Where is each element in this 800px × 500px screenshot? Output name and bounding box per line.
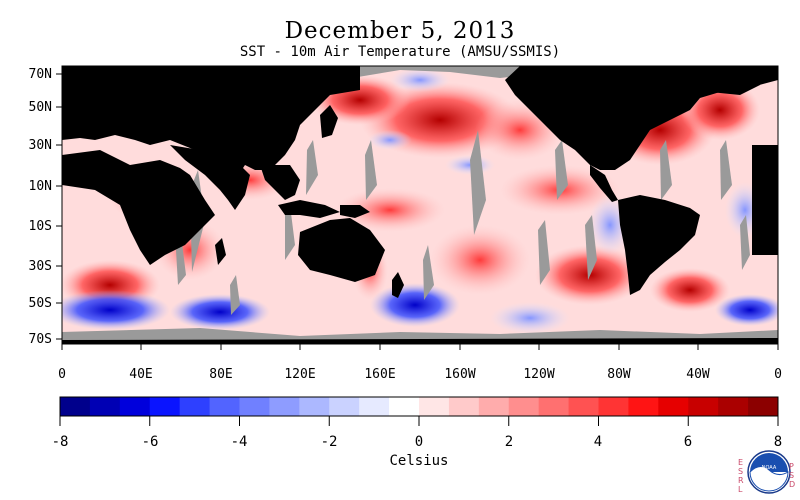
colorbar-label: Celsius	[389, 453, 448, 469]
colorbar-swatch	[329, 397, 360, 416]
lon-label: 120W	[523, 367, 554, 382]
noaa-badge-text: NOAA	[762, 465, 777, 471]
colorbar-swatch	[478, 397, 510, 416]
map-subtitle: SST - 10m Air Temperature (AMSU/SSMIS)	[239, 44, 561, 60]
colorbar-swatch	[119, 397, 151, 416]
colorbar-swatch	[89, 397, 121, 416]
longitude-labels: 0 40E 80E 120E 160E 160W 120W 80W 40W 0	[58, 367, 782, 382]
map-frame	[61, 65, 779, 345]
colorbar-swatch	[508, 397, 540, 416]
colorbar-tick-label: 2	[505, 434, 513, 450]
colorbar-swatch	[748, 397, 779, 416]
lon-label: 40W	[686, 367, 710, 382]
colorbar-tick-label: -8	[52, 434, 69, 450]
colorbar-tick-label: 0	[415, 434, 423, 450]
lon-label: 80W	[607, 367, 631, 382]
lat-label: 50N	[29, 100, 52, 115]
colorbar-swatch	[299, 397, 330, 416]
colorbar-swatch	[568, 397, 599, 416]
sst-anomaly-field	[62, 66, 778, 344]
lat-label: 50S	[29, 296, 52, 311]
land-mask	[62, 66, 778, 344]
lon-label: 0	[58, 367, 66, 382]
colorbar-swatch	[149, 397, 181, 416]
lon-label: 0	[774, 367, 782, 382]
colorbar-swatch	[179, 397, 211, 416]
lat-label: 10N	[29, 179, 52, 194]
colorbar-swatch	[718, 397, 749, 416]
lon-label: 80E	[209, 367, 232, 382]
lon-label: 120E	[284, 367, 315, 382]
lat-label: 10S	[29, 219, 52, 234]
lon-label: 40E	[129, 367, 152, 382]
colorbar-swatch	[389, 397, 420, 416]
colorbar-swatch	[359, 397, 390, 416]
lon-label: 160W	[444, 367, 475, 382]
colorbar-swatch	[688, 397, 719, 416]
lat-label: 30N	[29, 138, 52, 153]
colorbar-tick-labels: -8 -6 -4 -2 0 2 4 6 8	[52, 434, 783, 450]
longitude-ticks	[61, 344, 779, 350]
latitude-labels: 70N 50N 30N 10N 10S 30S 50S 70S	[29, 67, 52, 347]
colorbar-swatch	[239, 397, 270, 416]
colorbar-swatch	[628, 397, 659, 416]
noaa-logo: NOAA	[747, 450, 791, 494]
latitude-ticks	[56, 73, 62, 340]
colorbar-swatch	[658, 397, 689, 416]
lon-label: 160E	[364, 367, 395, 382]
colorbar-tick-label: -2	[321, 434, 338, 450]
colorbar-swatch	[209, 397, 240, 416]
colorbar-tick-label: -6	[142, 434, 159, 450]
lat-label: 70S	[29, 332, 52, 347]
colorbar-swatch	[538, 397, 570, 416]
colorbar-tick-label: 4	[594, 434, 602, 450]
lat-label: 70N	[29, 67, 52, 82]
colorbar-swatch	[269, 397, 300, 416]
lat-label: 30S	[29, 259, 52, 274]
colorbar-swatch	[448, 397, 480, 416]
colorbar-swatch	[419, 397, 450, 416]
colorbar-tick-label: 8	[774, 434, 782, 450]
map-title: December 5, 2013	[284, 18, 516, 44]
colorbar-tick-label: -4	[231, 434, 248, 450]
colorbar-tick-label: 6	[684, 434, 692, 450]
colorbar	[60, 397, 779, 416]
colorbar-swatch	[598, 397, 629, 416]
colorbar-ticks	[59, 416, 779, 426]
colorbar-swatch	[60, 397, 91, 416]
